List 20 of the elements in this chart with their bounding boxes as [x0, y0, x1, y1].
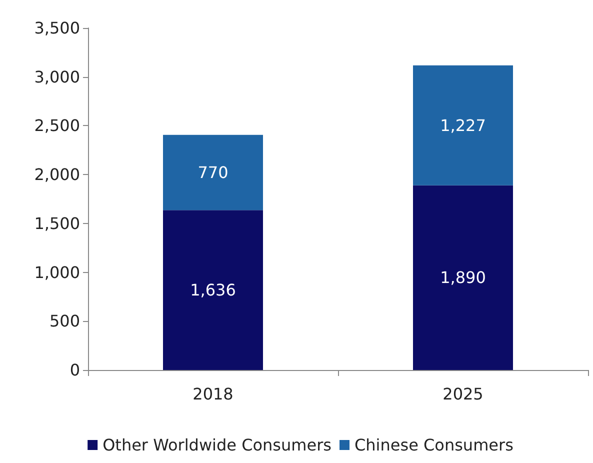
bar — [163, 134, 263, 210]
bar — [413, 65, 513, 186]
y-tick-label: 0 — [70, 360, 80, 380]
y-tick-label: 1,000 — [34, 262, 80, 282]
y-tick-label: 3,000 — [34, 67, 80, 86]
data-label: 1,227 — [440, 116, 486, 135]
x-tick-label: 2025 — [442, 384, 484, 404]
y-tick-label: 2,000 — [34, 165, 80, 184]
y-tick-label: 2,500 — [34, 116, 80, 136]
y-tick-label: 500 — [49, 312, 80, 331]
bar — [163, 210, 263, 370]
bar — [413, 185, 513, 370]
data-label: 1,636 — [190, 280, 236, 300]
data-label: 1,890 — [440, 268, 486, 288]
x-tick-label: 2018 — [192, 384, 234, 404]
data-label: 770 — [198, 163, 228, 182]
y-tick-label: 1,500 — [34, 214, 80, 233]
legend-label: Other Worldwide Consumers — [102, 436, 332, 454]
legend-label: Chinese Consumers — [354, 436, 514, 454]
y-tick-label: 3,500 — [34, 18, 80, 38]
